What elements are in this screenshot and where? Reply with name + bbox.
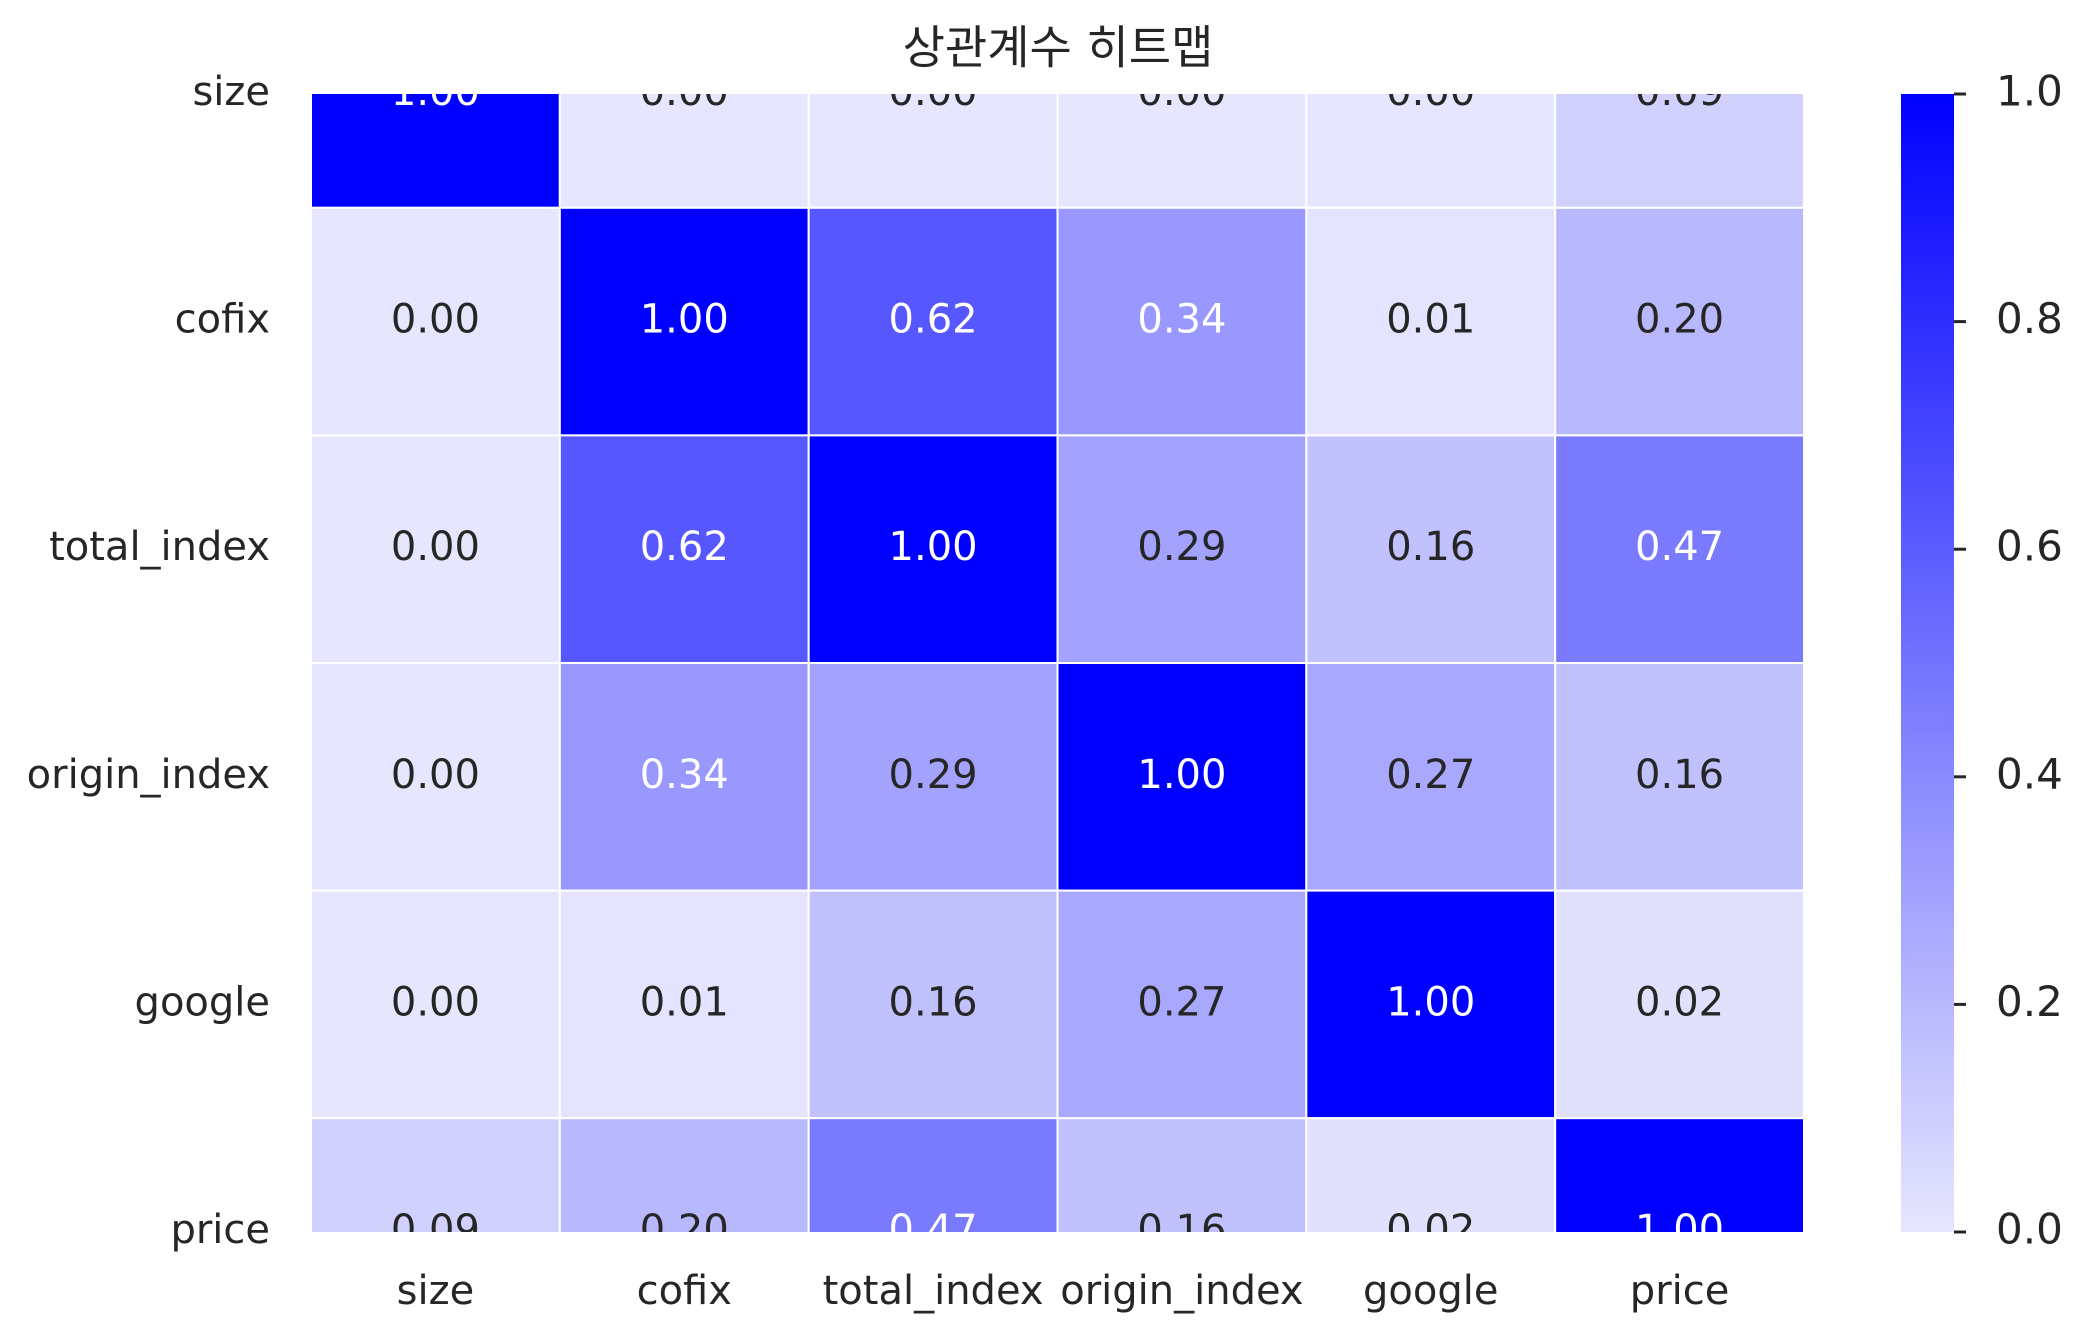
cell-label: 0.27 <box>1137 979 1226 1025</box>
x-tick-label: total_index <box>823 1268 1044 1314</box>
heatmap-cell <box>1554 662 1804 892</box>
cell-label: 0.01 <box>640 979 729 1025</box>
cell-label: 0.62 <box>640 524 729 570</box>
cell-label: 0.00 <box>391 752 480 798</box>
heatmap-cell <box>1056 206 1308 437</box>
heatmap-cell <box>807 889 1059 1120</box>
cell-label: 0.00 <box>640 69 729 115</box>
cell-label: 0.00 <box>391 979 480 1025</box>
cell-label: 0.16 <box>1137 1207 1226 1253</box>
colorbar-tick-label: 0.2 <box>1996 977 2063 1026</box>
y-tick-label: origin_index <box>27 752 270 798</box>
heatmap-cell <box>558 94 810 209</box>
cell-label: 0.27 <box>1386 752 1475 798</box>
cell-label: 1.00 <box>889 524 978 570</box>
colorbar <box>1901 94 1954 1232</box>
heatmap-cell <box>1056 434 1308 664</box>
heatmap-cell <box>1305 94 1557 209</box>
heatmap-cell <box>1554 94 1804 209</box>
heatmap-cell <box>1554 434 1804 664</box>
colorbar-tick-label: 0.6 <box>1996 522 2063 571</box>
cell-label: 0.62 <box>889 297 978 343</box>
cell-label: 0.00 <box>391 524 480 570</box>
cell-label: 0.29 <box>1137 524 1226 570</box>
cell-label: 1.00 <box>1137 752 1226 798</box>
heatmap-cell <box>558 1117 810 1232</box>
cell-label: 0.34 <box>640 752 729 798</box>
cell-label: 0.01 <box>1386 297 1475 343</box>
cell-label: 0.29 <box>889 752 978 798</box>
x-tick-label: price <box>1630 1268 1730 1314</box>
cell-label: 1.00 <box>640 297 729 343</box>
y-tick-label: cofix <box>175 297 270 343</box>
cell-label: 0.00 <box>889 69 978 115</box>
heatmap-cell <box>807 434 1059 664</box>
x-tick-label: cofix <box>637 1268 732 1314</box>
heatmap-cell <box>558 434 810 664</box>
cell-label: 0.16 <box>1635 752 1724 798</box>
cell-label: 1.00 <box>1635 1207 1724 1253</box>
y-tick-label: total_index <box>49 524 270 570</box>
cell-label: 0.00 <box>391 297 480 343</box>
cell-label: 1.00 <box>391 69 480 115</box>
heatmap-cell <box>558 662 810 892</box>
heatmap-cell <box>1554 889 1804 1120</box>
cell-label: 0.16 <box>889 979 978 1025</box>
cell-label: 0.02 <box>1386 1207 1475 1253</box>
heatmap-cell <box>311 206 561 437</box>
cell-label: 0.34 <box>1137 297 1226 343</box>
cell-label: 0.09 <box>1635 69 1724 115</box>
cell-label: 0.47 <box>889 1207 978 1253</box>
heatmap-cell <box>311 434 561 664</box>
heatmap-cell <box>1056 889 1308 1120</box>
cell-label: 0.20 <box>1635 297 1724 343</box>
colorbar-tick-label: 0.4 <box>1996 749 2063 798</box>
heatmap-cell <box>1305 434 1557 664</box>
heatmap-cell <box>807 1117 1059 1232</box>
heatmap-cell <box>1554 206 1804 437</box>
cell-label: 1.00 <box>1386 979 1475 1025</box>
heatmap-cell <box>1305 889 1557 1120</box>
x-tick-label: size <box>397 1268 475 1314</box>
x-tick-label: origin_index <box>1060 1268 1303 1314</box>
heatmap-cell <box>1305 1117 1557 1232</box>
heatmap-cell <box>311 1117 561 1232</box>
heatmap-cell <box>807 206 1059 437</box>
heatmap-area: 1.00 0.00 0.00 0.00 0.00 0.09 0.00 1.00 0.62 0.34… <box>311 69 1804 1253</box>
heatmap-cell <box>1554 1117 1804 1232</box>
cell-label: 0.20 <box>640 1207 729 1253</box>
cell-label: 0.02 <box>1635 979 1724 1025</box>
heatmap-cell <box>1056 94 1308 209</box>
heatmap-cell <box>311 662 561 892</box>
cell-label: 0.00 <box>1386 69 1475 115</box>
heatmap-cell <box>558 206 810 437</box>
y-tick-label: price <box>170 1207 270 1253</box>
x-tick-label: google <box>1363 1268 1498 1314</box>
heatmap-cell <box>1305 662 1557 892</box>
colorbar-tick-label: 0.8 <box>1996 294 2063 343</box>
cell-label: 0.16 <box>1386 524 1475 570</box>
cell-label: 0.00 <box>1137 69 1226 115</box>
chart-title: 상관계수 히트맵 <box>903 21 1214 75</box>
cell-label: 0.47 <box>1635 524 1724 570</box>
y-tick-label: size <box>192 69 270 115</box>
heatmap-cell <box>558 889 810 1120</box>
colorbar-tick-label: 0.0 <box>1996 1205 2063 1254</box>
cell-label: 0.09 <box>391 1207 480 1253</box>
heatmap-cell <box>1056 662 1308 892</box>
colorbar-tick-label: 1.0 <box>1996 67 2063 116</box>
heatmap-cell <box>1056 1117 1308 1232</box>
y-tick-label: google <box>135 979 270 1025</box>
heatmap-cell <box>311 889 561 1120</box>
